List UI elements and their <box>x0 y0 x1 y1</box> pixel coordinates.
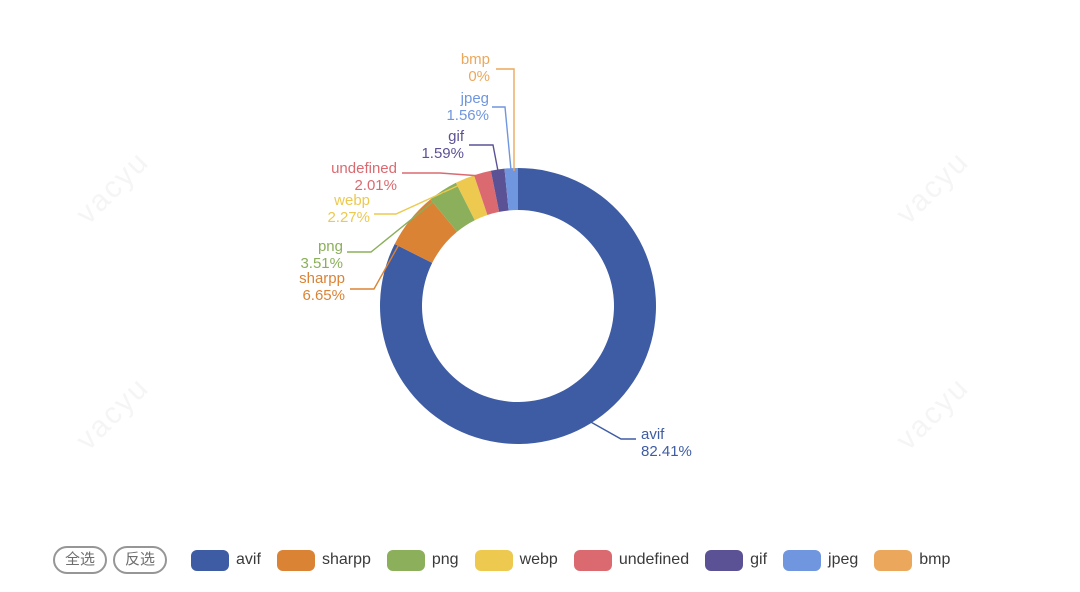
pie-slice-webp[interactable] <box>455 175 488 221</box>
label-line-png <box>347 192 445 253</box>
pie-label-value: 0% <box>468 68 490 85</box>
legend-swatch-bmp <box>874 549 913 571</box>
legend-swatch-gif <box>705 549 744 571</box>
legend-label: jpeg <box>828 551 859 568</box>
pie-label-name: webp <box>334 192 370 209</box>
legend-label: png <box>431 551 459 568</box>
invert-selection-button[interactable]: 反选 <box>113 546 168 574</box>
label-line-avif <box>588 420 636 440</box>
pie-slice-avif[interactable] <box>380 168 657 444</box>
label-line-jpeg <box>492 106 512 171</box>
legend-label: sharpp <box>321 551 371 568</box>
pie-label-name: sharpp <box>299 270 345 287</box>
select-all-button[interactable]: 全选 <box>53 546 108 574</box>
pie-label-sharpp: sharpp 6.65% <box>299 270 345 304</box>
pie-label-value: 1.56% <box>446 107 489 124</box>
legend-label: undefined <box>618 551 690 568</box>
legend-bar: 全选 反选 avif sharpp png webp undefined gif jpeg b… <box>53 546 966 574</box>
legend-label: avif <box>236 551 261 568</box>
legend-item-undefined[interactable]: undefined <box>573 549 690 571</box>
label-line-undefined <box>402 172 482 177</box>
legend-item-webp[interactable]: webp <box>474 549 558 571</box>
pie-slice-jpeg[interactable] <box>504 168 518 211</box>
pie-label-name: jpeg <box>460 90 489 107</box>
pie-slice-gif[interactable] <box>490 168 509 212</box>
donut-chart <box>347 68 657 444</box>
legend-swatch-jpeg <box>783 549 822 571</box>
pie-slice-undefined[interactable] <box>474 170 500 216</box>
pie-label-name: undefined <box>331 160 397 177</box>
legend-item-png[interactable]: png <box>386 549 459 571</box>
pie-label-gif: gif 1.59% <box>421 128 464 162</box>
pie-label-name: gif <box>448 128 464 145</box>
legend-swatch-webp <box>474 549 513 571</box>
legend-item-gif[interactable]: gif <box>705 549 768 571</box>
pie-label-name: png <box>317 238 343 255</box>
legend-item-sharpp[interactable]: sharpp <box>276 549 371 571</box>
pie-label-value: 6.65% <box>302 287 345 304</box>
pie-label-value: 2.27% <box>327 209 370 226</box>
label-line-gif <box>469 144 499 172</box>
pie-label-webp: webp 2.27% <box>327 192 370 226</box>
pie-label-bmp: bmp 0% <box>461 51 490 85</box>
legend-label: webp <box>519 551 558 568</box>
pie-label-value: 2.01% <box>354 177 397 194</box>
label-line-sharpp <box>350 222 412 290</box>
chart-legend: avif sharpp png webp undefined gif jpeg bmp <box>191 549 966 571</box>
legend-item-bmp[interactable]: bmp <box>874 549 951 571</box>
legend-item-avif[interactable]: avif <box>191 549 261 571</box>
pie-label-avif: avif 82.41% <box>641 426 692 460</box>
legend-swatch-undefined <box>573 549 612 571</box>
pie-label-undefined: undefined 2.01% <box>331 160 397 194</box>
pie-slice-sharpp[interactable] <box>394 199 458 263</box>
legend-label: gif <box>750 551 768 568</box>
label-line-webp <box>374 181 467 215</box>
pie-label-value: 3.51% <box>300 255 343 272</box>
pie-label-png: png 3.51% <box>300 238 343 272</box>
pie-label-value: 82.41% <box>641 443 692 460</box>
pie-label-name: bmp <box>460 51 490 68</box>
legend-label: bmp <box>919 551 951 568</box>
pie-label-value: 1.59% <box>421 145 464 162</box>
pie-label-name: avif <box>641 426 665 443</box>
label-line-bmp <box>496 68 515 171</box>
pie-label-jpeg: jpeg 1.56% <box>446 90 489 124</box>
legend-item-jpeg[interactable]: jpeg <box>783 549 859 571</box>
legend-swatch-sharpp <box>276 549 315 571</box>
legend-swatch-avif <box>191 549 230 571</box>
legend-swatch-png <box>386 549 425 571</box>
